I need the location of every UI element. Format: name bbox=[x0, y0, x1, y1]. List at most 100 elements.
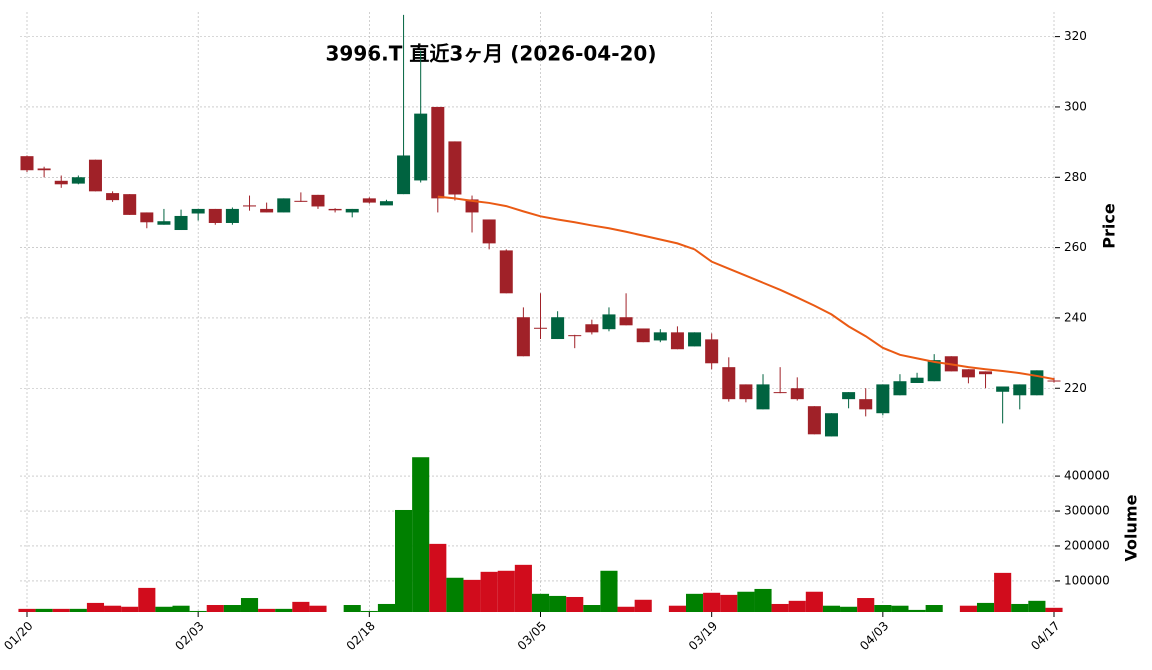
y-tick-label: 240 bbox=[1064, 310, 1087, 324]
volume-bar bbox=[292, 601, 310, 612]
volume-bar bbox=[566, 596, 584, 612]
candle-body bbox=[876, 384, 890, 414]
candle-body bbox=[277, 198, 291, 213]
volume-axis-label: Volume bbox=[1122, 494, 1141, 561]
candle-body bbox=[448, 141, 462, 195]
candle-body bbox=[1030, 370, 1044, 396]
moving-average-line bbox=[437, 195, 1055, 381]
x-tick-label: 04/03 bbox=[857, 619, 891, 653]
candle-body bbox=[722, 367, 736, 400]
volume-tick-label: 400000 bbox=[1064, 469, 1110, 483]
candle-body bbox=[88, 159, 102, 192]
volume-bar bbox=[514, 564, 532, 612]
volume-bar bbox=[86, 602, 105, 612]
volume-bar bbox=[959, 605, 977, 612]
candle-body bbox=[260, 208, 274, 213]
candle-body bbox=[397, 155, 411, 195]
candle-body bbox=[54, 180, 68, 185]
candle-body bbox=[756, 384, 770, 410]
candle-body bbox=[482, 219, 496, 244]
volume-bar bbox=[343, 605, 361, 612]
candle-body bbox=[311, 194, 325, 207]
volume-bar bbox=[52, 608, 70, 612]
candle-body bbox=[739, 384, 753, 400]
candle-body bbox=[910, 377, 924, 383]
volume-bar bbox=[121, 606, 139, 612]
volume-bar bbox=[446, 577, 464, 612]
volume-bar bbox=[788, 600, 806, 612]
candle-body bbox=[516, 317, 530, 357]
volume-bar bbox=[1011, 603, 1029, 612]
candle-body bbox=[328, 208, 342, 211]
volume-bar bbox=[925, 605, 943, 612]
volume-bar bbox=[840, 606, 858, 612]
volume-bar bbox=[737, 591, 755, 612]
x-tick-label: 04/17 bbox=[1028, 619, 1062, 653]
x-tick-label: 03/19 bbox=[686, 619, 720, 653]
candle-body bbox=[670, 332, 684, 350]
volume-bar bbox=[429, 543, 447, 612]
candle-body bbox=[362, 198, 376, 203]
x-tick-label: 02/18 bbox=[344, 619, 378, 653]
candle-body bbox=[379, 201, 393, 206]
volume-bar bbox=[874, 605, 892, 612]
candle-body bbox=[859, 399, 873, 410]
candle-body bbox=[568, 335, 582, 337]
volume-bar bbox=[35, 608, 53, 612]
candle-body bbox=[157, 221, 171, 225]
volume-bar bbox=[360, 610, 378, 612]
candle-body bbox=[123, 194, 137, 215]
volume-bar bbox=[206, 605, 224, 612]
volume-bar bbox=[1028, 600, 1046, 612]
candle-body bbox=[979, 371, 993, 375]
volume-bar bbox=[480, 571, 498, 612]
candle-body bbox=[585, 324, 599, 333]
chart-title: 3996.T 直近3ヶ月 (2026-04-20) bbox=[326, 42, 657, 66]
volume-bar bbox=[908, 609, 926, 612]
candle-body bbox=[773, 392, 787, 394]
volume-bar bbox=[1045, 607, 1063, 612]
volume-bar bbox=[412, 457, 430, 612]
candle-body bbox=[602, 314, 616, 330]
volume-bar bbox=[155, 606, 173, 612]
volume-tick-label: 200000 bbox=[1064, 538, 1110, 552]
candle-body bbox=[294, 200, 308, 202]
candle-body bbox=[191, 208, 205, 214]
volume-bar bbox=[275, 608, 293, 612]
volume-bar bbox=[18, 608, 36, 612]
volume-bar bbox=[822, 605, 841, 612]
volume-bar bbox=[395, 509, 413, 612]
candle-body bbox=[551, 317, 565, 340]
volume-bar bbox=[805, 591, 823, 612]
volume-bar bbox=[104, 605, 122, 612]
candle-body bbox=[465, 199, 479, 213]
volume-bar bbox=[309, 605, 327, 612]
candle-body bbox=[705, 339, 719, 364]
volume-bar bbox=[891, 605, 909, 612]
candle-body bbox=[961, 369, 975, 378]
x-tick-label: 03/05 bbox=[515, 619, 549, 653]
volume-bar bbox=[754, 588, 772, 612]
volume-bar bbox=[549, 595, 567, 612]
volume-bar bbox=[994, 572, 1012, 612]
candle-body bbox=[653, 332, 667, 341]
candle-body bbox=[431, 106, 445, 199]
volume-bar bbox=[138, 587, 156, 612]
volume-bar bbox=[703, 592, 721, 612]
candle-body bbox=[140, 212, 154, 223]
volume-tick-label: 300000 bbox=[1064, 504, 1110, 518]
volume-bar bbox=[857, 598, 875, 612]
volume-bar bbox=[668, 605, 686, 612]
y-tick-label: 320 bbox=[1064, 29, 1087, 43]
volume-bar bbox=[771, 603, 789, 612]
volume-bar bbox=[976, 602, 995, 612]
candle-body bbox=[996, 386, 1010, 392]
volume-bar bbox=[172, 605, 190, 612]
volume-bar bbox=[240, 598, 259, 612]
volume-bar bbox=[497, 570, 515, 612]
candle-body bbox=[619, 317, 633, 326]
volume-bar bbox=[531, 593, 550, 612]
volume-bar bbox=[685, 593, 704, 612]
volume-bar bbox=[69, 608, 87, 612]
